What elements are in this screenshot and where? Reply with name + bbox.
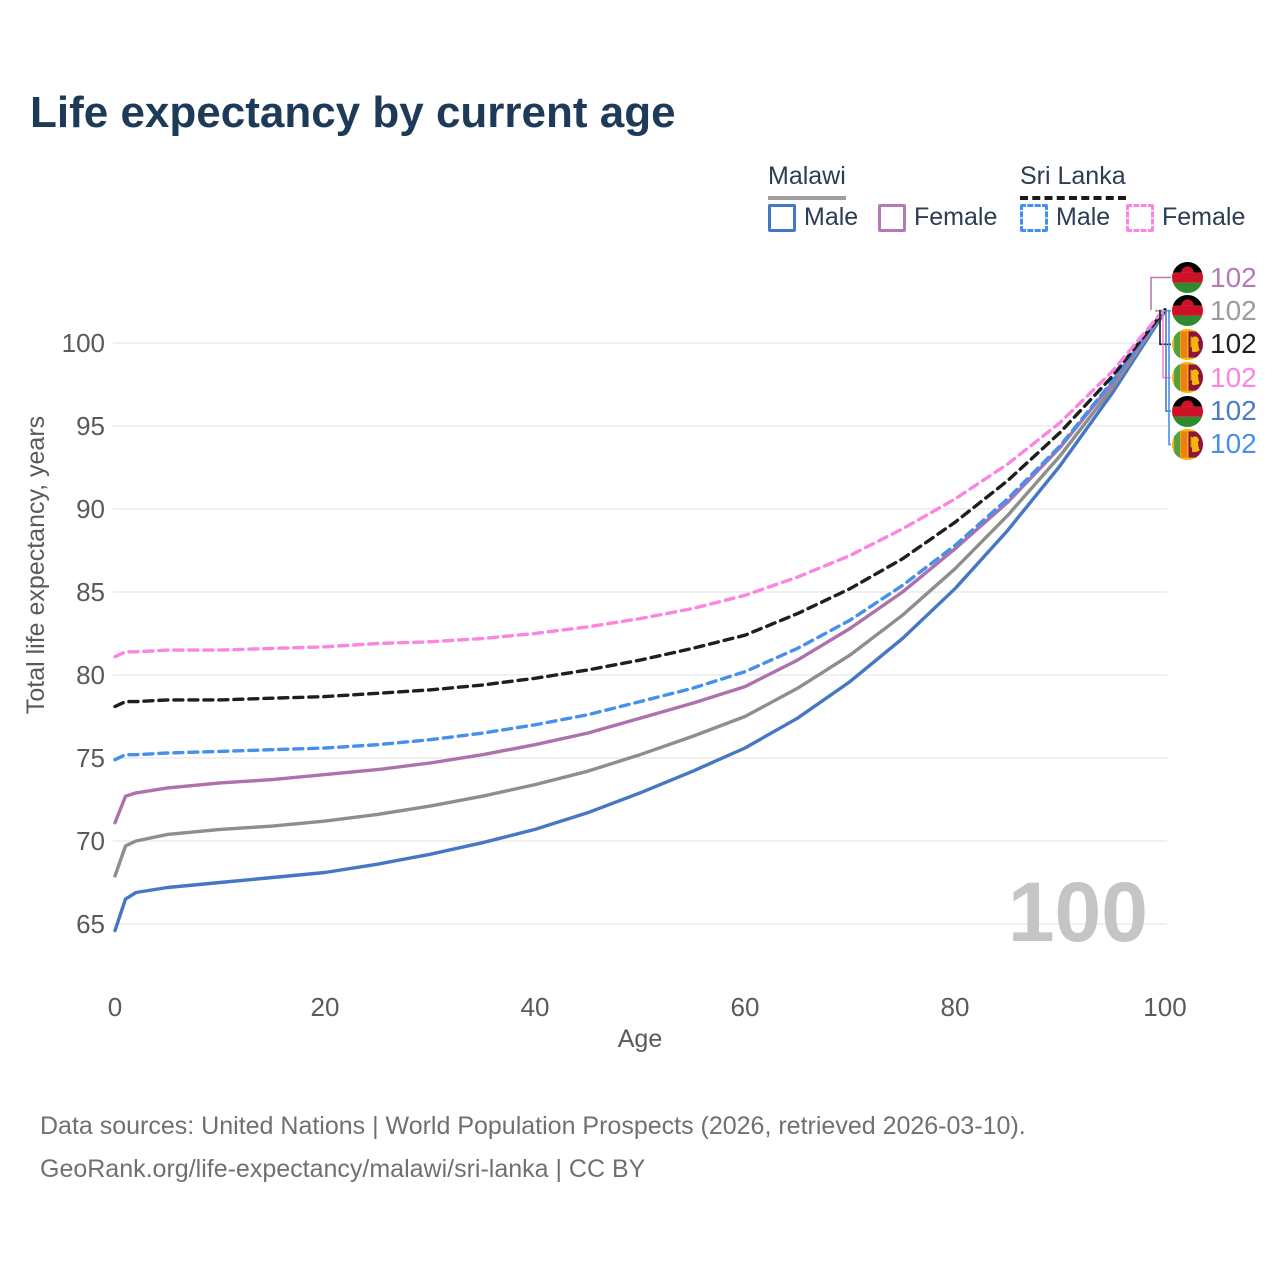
end-label-sri-lanka-total: 102 bbox=[1172, 328, 1257, 360]
series-line-malawi-total[interactable] bbox=[113, 308, 1167, 878]
leader-line-sri-lanka-total bbox=[1159, 309, 1171, 346]
series-line-malawi-male[interactable] bbox=[113, 309, 1167, 933]
legend-item-label: Male bbox=[804, 203, 859, 231]
malawi-flag-icon bbox=[1172, 295, 1203, 326]
checkbox-icon[interactable] bbox=[878, 203, 906, 232]
y-axis-title: Total life expectancy, years bbox=[22, 416, 50, 714]
legend-country-malawi[interactable]: Malawi bbox=[768, 162, 846, 200]
legend-item-sri-lanka-female[interactable]: Female bbox=[1126, 203, 1245, 232]
x-tick-label: 0 bbox=[108, 992, 122, 1022]
data-sources-line: Data sources: United Nations | World Pop… bbox=[40, 1112, 1026, 1140]
legend-item-label: Female bbox=[914, 203, 998, 231]
y-tick-label: 85 bbox=[76, 577, 105, 607]
end-label-malawi-total: 102 bbox=[1172, 295, 1257, 326]
end-value: 102 bbox=[1210, 294, 1257, 326]
y-tick-label: 100 bbox=[62, 328, 105, 358]
checkbox-icon[interactable] bbox=[1126, 203, 1154, 232]
x-tick-label: 20 bbox=[311, 992, 340, 1022]
series-line-malawi-female[interactable] bbox=[113, 308, 1167, 825]
x-tick-label: 60 bbox=[731, 992, 760, 1022]
sri-lanka-flag-icon bbox=[1172, 429, 1203, 460]
age-watermark: 100 bbox=[1008, 865, 1148, 959]
legend-item-label: Female bbox=[1162, 203, 1246, 231]
end-label-sri-lanka-female: 102 bbox=[1172, 362, 1257, 393]
series-line-sri-lanka-total[interactable] bbox=[113, 308, 1167, 709]
sri-lanka-flag-icon bbox=[1172, 362, 1203, 393]
end-value: 102 bbox=[1210, 395, 1257, 427]
footer: Data sources: United Nations | World Pop… bbox=[40, 1105, 1026, 1191]
legend-item-sri-lanka-male[interactable]: Male bbox=[1020, 203, 1110, 232]
x-axis-title: Age bbox=[618, 1025, 662, 1053]
y-tick-label: 95 bbox=[76, 411, 105, 441]
x-tick-label: 80 bbox=[941, 992, 970, 1022]
end-value: 102 bbox=[1210, 361, 1257, 393]
end-label-sri-lanka-male: 102 bbox=[1172, 428, 1257, 460]
malawi-flag-icon bbox=[1172, 262, 1203, 293]
end-value: 102 bbox=[1210, 428, 1257, 460]
legend-country-sri-lanka[interactable]: Sri Lanka bbox=[1020, 162, 1126, 200]
malawi-flag-icon bbox=[1172, 396, 1203, 427]
y-tick-label: 80 bbox=[76, 660, 105, 690]
series-line-sri-lanka-male[interactable] bbox=[113, 308, 1167, 762]
sri-lanka-flag-icon bbox=[1172, 329, 1203, 360]
end-label-malawi-male: 102 bbox=[1172, 395, 1257, 427]
end-value: 102 bbox=[1210, 261, 1257, 293]
series-line-sri-lanka-female[interactable] bbox=[113, 306, 1167, 659]
checkbox-icon[interactable] bbox=[768, 203, 796, 232]
end-value: 102 bbox=[1210, 328, 1257, 360]
series-end-labels: 102 102 102 102 102 102 bbox=[1172, 262, 1257, 460]
legend-item-malawi-female[interactable]: Female bbox=[878, 203, 997, 232]
y-tick-label: 75 bbox=[76, 743, 105, 773]
attribution-line: GeoRank.org/life-expectancy/malawi/sri-l… bbox=[40, 1155, 646, 1183]
leader-line-malawi-female bbox=[1150, 276, 1171, 310]
checkbox-icon[interactable] bbox=[1020, 203, 1048, 232]
leader-line-sri-lanka-male bbox=[1168, 309, 1171, 446]
x-tick-label: 40 bbox=[521, 992, 550, 1022]
x-tick-label: 100 bbox=[1143, 992, 1186, 1022]
end-label-malawi-female: 102 bbox=[1172, 262, 1257, 293]
y-tick-label: 65 bbox=[76, 909, 105, 939]
legend-item-label: Male bbox=[1056, 203, 1111, 231]
y-tick-label: 70 bbox=[76, 826, 105, 856]
page-title: Life expectancy by current age bbox=[30, 88, 676, 137]
legend-item-malawi-male[interactable]: Male bbox=[768, 203, 858, 232]
y-tick-label: 90 bbox=[76, 494, 105, 524]
